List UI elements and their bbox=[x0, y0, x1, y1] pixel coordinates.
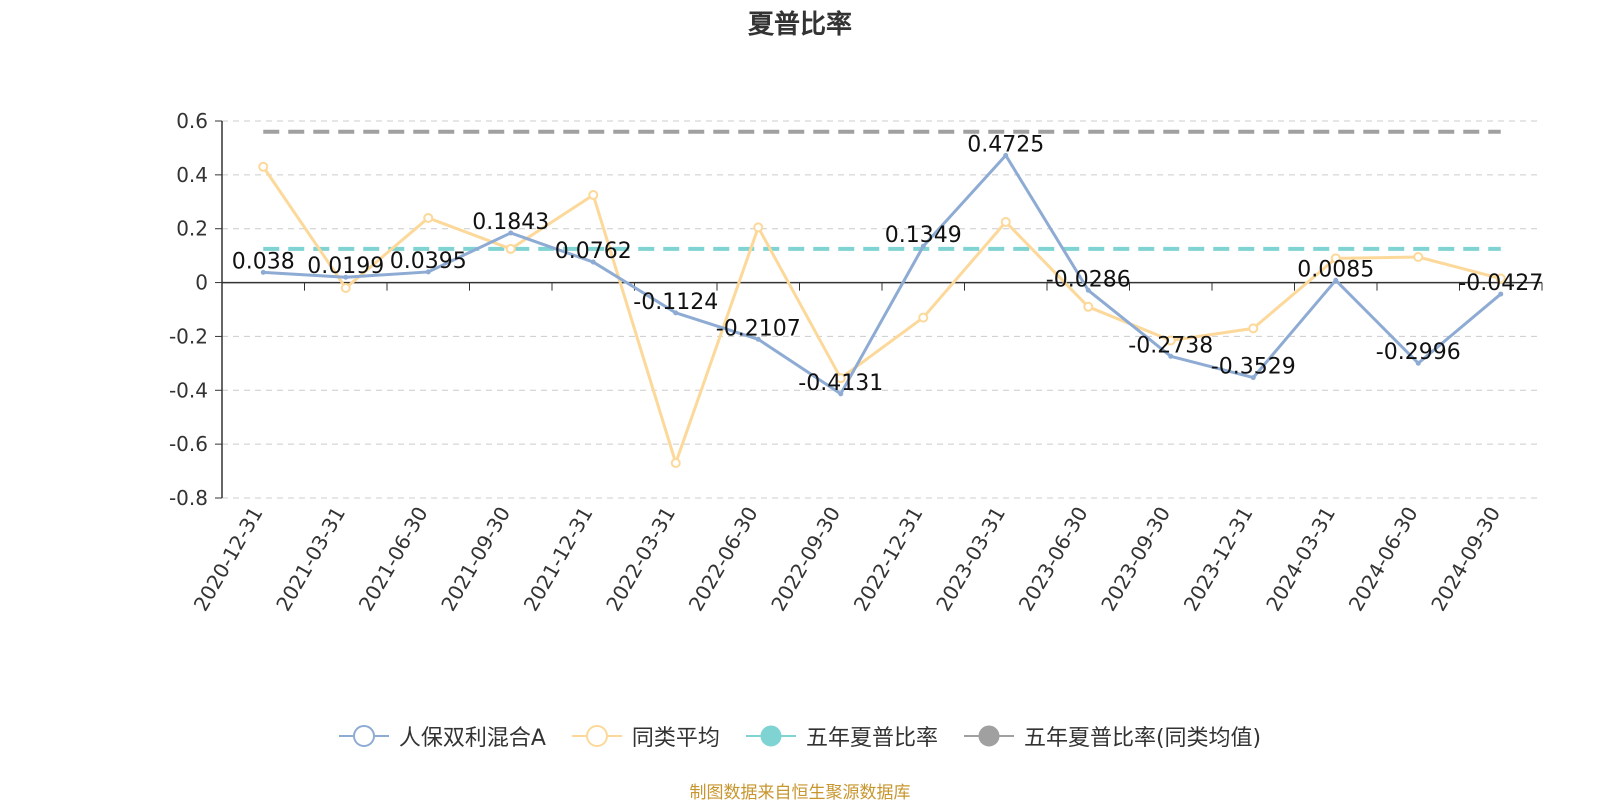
fund-series-point bbox=[1415, 360, 1421, 366]
fund-series-point bbox=[1085, 287, 1091, 293]
peer-series-point bbox=[1330, 253, 1341, 264]
fund-series-point bbox=[590, 259, 596, 265]
peer-series-point bbox=[918, 312, 929, 323]
fund-data-label: 0.0395 bbox=[390, 249, 467, 274]
fund-data-label: 0.0762 bbox=[555, 239, 632, 264]
fund-data-label: 0.0199 bbox=[307, 254, 384, 279]
fund-data-label: -0.2107 bbox=[716, 316, 801, 341]
y-tick-label: -0.4 bbox=[169, 378, 208, 402]
peer-series-point bbox=[1083, 301, 1094, 312]
legend-five-year-filled-circle-icon bbox=[745, 725, 796, 747]
fund-series-point bbox=[673, 310, 679, 316]
x-tick-label: 2024-09-30 bbox=[1426, 503, 1505, 616]
legend-item-fund[interactable]: 人保双利混合A bbox=[338, 720, 546, 752]
peer-series-point bbox=[1000, 216, 1011, 227]
peer-series-point bbox=[1413, 251, 1424, 262]
y-tick-label: 0.6 bbox=[176, 109, 208, 133]
fund-series-point bbox=[425, 269, 431, 275]
grid-lines bbox=[222, 120, 1542, 499]
y-tick-label: -0.6 bbox=[169, 432, 208, 456]
peer-series-point bbox=[1248, 323, 1259, 334]
fund-data-label: 0.4725 bbox=[967, 132, 1044, 157]
peer-series-point bbox=[835, 373, 846, 384]
x-tick-label: 2024-06-30 bbox=[1344, 503, 1423, 616]
x-tick-label: 2023-12-31 bbox=[1179, 503, 1258, 616]
legend-label-peer: 同类平均 bbox=[631, 726, 720, 751]
source-note: 制图数据来自恒生聚源数据库 bbox=[689, 783, 911, 803]
legend-item-peer[interactable]: 同类平均 bbox=[571, 720, 720, 752]
fund-data-label: 0.0085 bbox=[1297, 257, 1374, 282]
peer-series-line bbox=[262, 165, 1502, 465]
fund-data-label: 0.1349 bbox=[885, 223, 962, 248]
x-tick-label: 2021-03-31 bbox=[271, 503, 350, 616]
y-tick-label: 0 bbox=[195, 271, 208, 295]
fund-data-label: -0.1124 bbox=[633, 290, 718, 315]
legend-label-fund: 人保双利混合A bbox=[398, 726, 546, 751]
fund-data-label: -0.4131 bbox=[798, 371, 883, 396]
x-tick-label: 2021-09-30 bbox=[436, 503, 515, 616]
fund-series-line bbox=[263, 153, 1502, 396]
series-lines bbox=[258, 152, 1506, 468]
data-labels: 0.038 0.0199 0.03950.18430.0762-0.1124-0.2… bbox=[232, 132, 1543, 395]
fund-data-label: 0.038 bbox=[232, 249, 295, 274]
reference-lines bbox=[263, 129, 1501, 251]
peer-series-point bbox=[505, 243, 516, 254]
x-tick-label: 2023-03-31 bbox=[931, 503, 1010, 616]
x-tick-label: 2023-06-30 bbox=[1014, 503, 1093, 616]
fund-data-label: 0.1843 bbox=[472, 210, 549, 235]
fund-series-point bbox=[343, 274, 349, 280]
legend-item-five-year-peer[interactable]: 五年夏普比率(同类均值) bbox=[963, 720, 1262, 752]
fund-series-point bbox=[260, 269, 266, 275]
x-tick-label: 2022-12-31 bbox=[849, 503, 928, 616]
peer-series-point bbox=[258, 161, 269, 172]
peer-series-point bbox=[340, 282, 351, 293]
chart-title: 夏普比率 bbox=[747, 10, 852, 40]
peer-series-point bbox=[423, 212, 434, 223]
peer-series-point bbox=[1165, 335, 1176, 346]
fund-series-point bbox=[755, 336, 761, 342]
fund-series-point bbox=[508, 230, 514, 236]
fund-series-point bbox=[1333, 277, 1339, 283]
legend-peer-hollow-circle-icon bbox=[571, 725, 622, 747]
legend-five-year-peer-filled-circle-icon bbox=[963, 725, 1014, 747]
x-tick-label: 2022-03-31 bbox=[601, 503, 680, 616]
y-tick-label: -0.2 bbox=[169, 324, 208, 348]
x-tick-label: 2020-12-31 bbox=[189, 503, 268, 616]
y-tick-label: -0.8 bbox=[169, 486, 208, 510]
legend-item-five-year[interactable]: 五年夏普比率 bbox=[745, 720, 938, 752]
peer-series-point bbox=[588, 190, 599, 201]
x-tick-label: 2022-09-30 bbox=[766, 503, 845, 616]
x-tick-label: 2024-03-31 bbox=[1261, 503, 1340, 616]
legend-label-five-year: 五年夏普比率 bbox=[805, 726, 938, 751]
fund-data-label: -0.2996 bbox=[1376, 340, 1461, 365]
peer-series-point bbox=[753, 222, 764, 233]
x-tick-label: 2021-06-30 bbox=[354, 503, 433, 616]
x-tick-label: 2023-09-30 bbox=[1096, 503, 1175, 616]
fund-series-point bbox=[838, 391, 844, 397]
y-tick-label: 0.2 bbox=[176, 217, 208, 241]
fund-series-point bbox=[1168, 353, 1174, 359]
fund-data-label: -0.3529 bbox=[1211, 355, 1296, 380]
peer-series-point bbox=[1495, 273, 1506, 284]
x-tick-label: 2021-12-31 bbox=[519, 503, 598, 616]
legend: 人保双利混合A 同类平均 五年夏普比率 五年夏普比率(同类均值) bbox=[0, 718, 1600, 754]
fund-series-point bbox=[1498, 291, 1504, 297]
peer-series-point bbox=[670, 457, 681, 468]
fund-data-label: -0.2738 bbox=[1128, 333, 1213, 358]
fund-data-label: -0.0286 bbox=[1046, 267, 1131, 292]
fund-series-point bbox=[920, 243, 926, 249]
y-tick-label: 0.4 bbox=[176, 163, 208, 187]
legend-label-five-year-peer: 五年夏普比率(同类均值) bbox=[1023, 726, 1262, 751]
fund-series-point bbox=[1250, 375, 1256, 381]
fund-series-point bbox=[1003, 152, 1009, 158]
x-tick-label: 2022-06-30 bbox=[684, 503, 763, 616]
fund-data-label: -0.0427 bbox=[1458, 271, 1543, 296]
legend-fund-hollow-circle-icon bbox=[338, 725, 389, 747]
